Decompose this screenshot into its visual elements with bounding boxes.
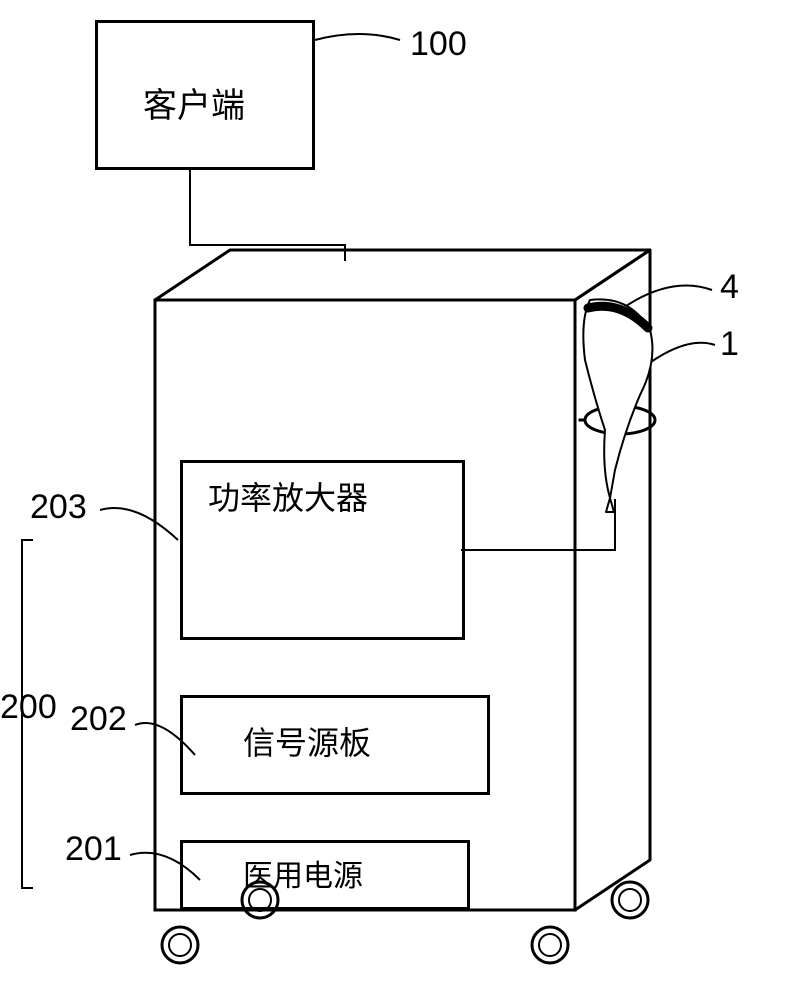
ref-202: 202	[70, 700, 127, 739]
ref-203: 203	[30, 488, 87, 527]
client-label: 客户端	[143, 78, 245, 127]
ref-200: 200	[0, 688, 57, 727]
signal-source-block: 信号源板	[180, 695, 490, 795]
ref-100: 100	[410, 25, 467, 64]
ref-201: 201	[65, 830, 122, 869]
medical-power-label: 医用电源	[243, 858, 363, 896]
ref-4: 4	[720, 268, 739, 307]
diagram-stage: 客户端 100 4 1 203 202 201 200 功率放大器 信号源板 医…	[0, 0, 804, 1000]
power-amplifier-label: 功率放大器	[208, 478, 408, 518]
client-box: 客户端	[95, 20, 315, 170]
medical-power-block: 医用电源	[180, 840, 470, 910]
signal-source-label: 信号源板	[243, 723, 371, 763]
ref-1: 1	[720, 325, 739, 364]
power-amplifier-block: 功率放大器	[180, 460, 465, 640]
